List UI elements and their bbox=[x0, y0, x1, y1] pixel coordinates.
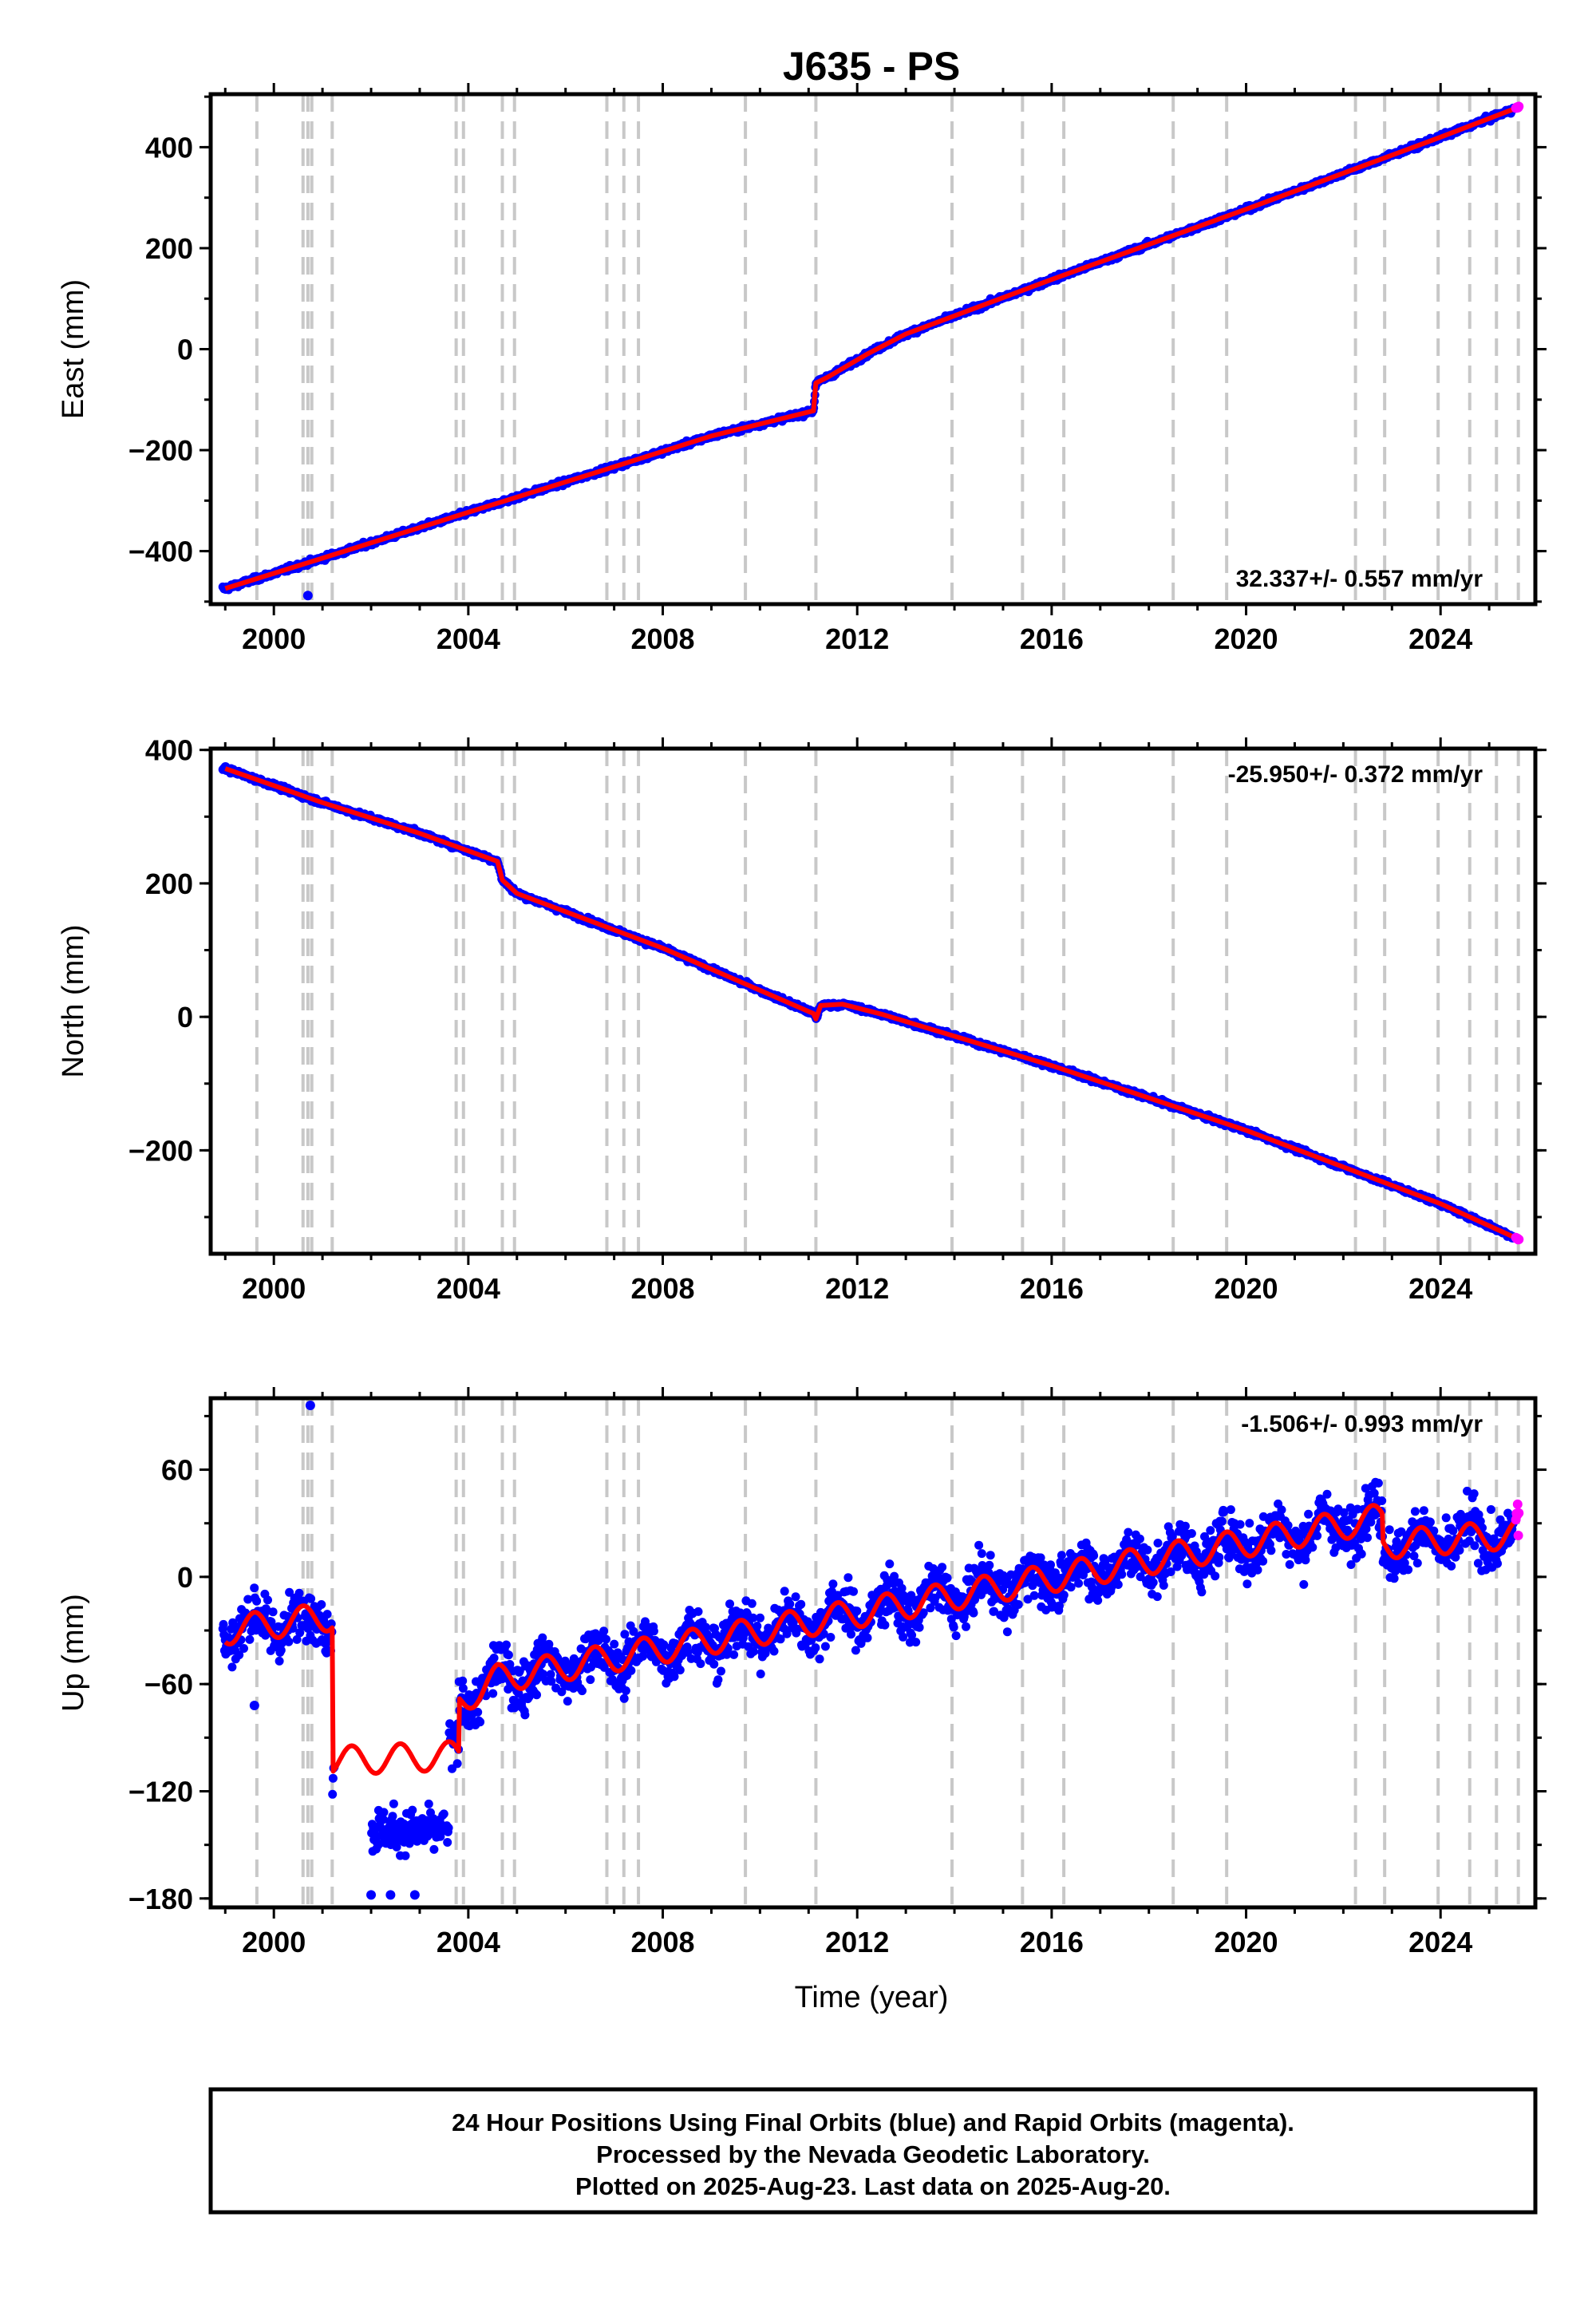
final-point bbox=[392, 1842, 401, 1852]
x-tick-label: 2020 bbox=[1214, 622, 1278, 655]
final-point bbox=[408, 1805, 417, 1815]
model-line bbox=[224, 766, 1519, 1242]
final-point bbox=[245, 1634, 255, 1644]
x-tick-label: 2004 bbox=[437, 622, 500, 655]
y-tick-label: 0 bbox=[177, 1001, 193, 1034]
final-point bbox=[294, 1588, 304, 1598]
final-point bbox=[219, 1619, 228, 1629]
rapid-orbit-points bbox=[1511, 101, 1524, 113]
final-point bbox=[263, 1595, 272, 1605]
y-axis-ticks: −200 0 200 400 bbox=[128, 734, 1547, 1219]
final-point bbox=[239, 1644, 248, 1653]
final-point bbox=[401, 1851, 410, 1860]
final-point bbox=[252, 1596, 262, 1606]
final-point bbox=[284, 1637, 294, 1646]
final-point bbox=[227, 1662, 237, 1672]
final-point bbox=[275, 1656, 284, 1666]
final-point bbox=[276, 1646, 286, 1655]
x-tick-label: 2020 bbox=[1214, 1272, 1278, 1305]
final-point bbox=[306, 1594, 316, 1603]
final-point bbox=[235, 1650, 244, 1660]
final-point bbox=[328, 1773, 338, 1783]
x-tick-label: 2024 bbox=[1408, 1272, 1472, 1305]
x-tick-label: 2008 bbox=[630, 1272, 694, 1305]
panel-east: 2000 2004 2008 2012 2016 2020 2024 −400 −200 0 200… bbox=[57, 83, 1547, 655]
final-point bbox=[285, 1587, 294, 1597]
y-tick-label: 400 bbox=[145, 131, 193, 164]
panel-up: 2000 2004 2008 2012 2016 2020 2024−180−120−600… bbox=[57, 1387, 1547, 1958]
panels: 2000 2004 2008 2012 2016 2020 2024−400−2000200… bbox=[57, 83, 1547, 1958]
final-point bbox=[292, 1634, 302, 1644]
x-tick-label: 2008 bbox=[630, 622, 694, 655]
x-tick-label: 2012 bbox=[825, 1272, 889, 1305]
final-point bbox=[322, 1610, 332, 1619]
y-tick-label: −400 bbox=[128, 536, 193, 568]
y-axis-ticks: −400 −200 0 200 400 bbox=[128, 95, 1547, 603]
final-point bbox=[389, 1799, 398, 1808]
x-tick-label: 2000 bbox=[242, 1272, 306, 1305]
rate-label-east: 32.337+/- 0.557 mm/yr bbox=[1236, 566, 1483, 592]
final-point bbox=[379, 1808, 389, 1817]
x-tick-label: 2024 bbox=[1408, 622, 1472, 655]
x-tick-label: 2016 bbox=[1020, 622, 1084, 655]
y-tick-label: 0 bbox=[177, 334, 193, 366]
model-path bbox=[224, 105, 1519, 591]
rapid-point bbox=[1514, 101, 1524, 112]
y-tick-label: −200 bbox=[128, 1134, 193, 1167]
x-tick-label: 2004 bbox=[437, 1272, 500, 1305]
final-point bbox=[268, 1607, 278, 1617]
rapid-orbit-points bbox=[1511, 1232, 1524, 1245]
x-tick-label: 2000 bbox=[242, 622, 306, 655]
x-axis-ticks: 2000 2004 2008 2012 2016 2020 2024 bbox=[223, 737, 1491, 1305]
panel-frame bbox=[208, 746, 1538, 1256]
final-point bbox=[267, 1617, 276, 1626]
figure-title: J635 - PS bbox=[783, 44, 960, 89]
final-orbit-points bbox=[218, 1400, 1518, 1900]
x-tick-label: 2012 bbox=[825, 622, 889, 655]
model-path bbox=[224, 766, 1519, 1242]
event-lines bbox=[255, 94, 1520, 604]
final-orbit-points bbox=[218, 762, 1518, 1243]
final-point bbox=[378, 1815, 388, 1824]
final-point bbox=[243, 1595, 253, 1604]
final-point bbox=[328, 1789, 338, 1799]
model-line bbox=[224, 105, 1519, 591]
y-tick-label: 400 bbox=[145, 734, 193, 767]
y-axis-label-north: North (mm) bbox=[57, 924, 90, 1077]
event-lines bbox=[255, 1398, 1520, 1907]
final-point bbox=[317, 1600, 326, 1609]
y-tick-label: −200 bbox=[128, 434, 193, 467]
y-tick-label: 200 bbox=[145, 232, 193, 265]
x-tick-label: 2016 bbox=[1020, 1272, 1084, 1305]
rapid-point bbox=[1514, 1235, 1524, 1244]
x-axis-ticks: 2000 2004 2008 2012 2016 2020 2024 bbox=[223, 83, 1491, 655]
event-lines bbox=[255, 749, 1520, 1254]
final-point-outlier bbox=[302, 591, 313, 601]
y-tick-label: 200 bbox=[145, 868, 193, 900]
y-axis-label-east: East (mm) bbox=[57, 279, 90, 419]
rate-label-north: -25.950+/- 0.372 mm/yr bbox=[1228, 761, 1483, 788]
final-point bbox=[250, 1583, 259, 1593]
final-point bbox=[388, 1812, 397, 1821]
panel-north: 2000 2004 2008 2012 2016 2020 2024 −200 0 200 400 N… bbox=[57, 734, 1547, 1305]
